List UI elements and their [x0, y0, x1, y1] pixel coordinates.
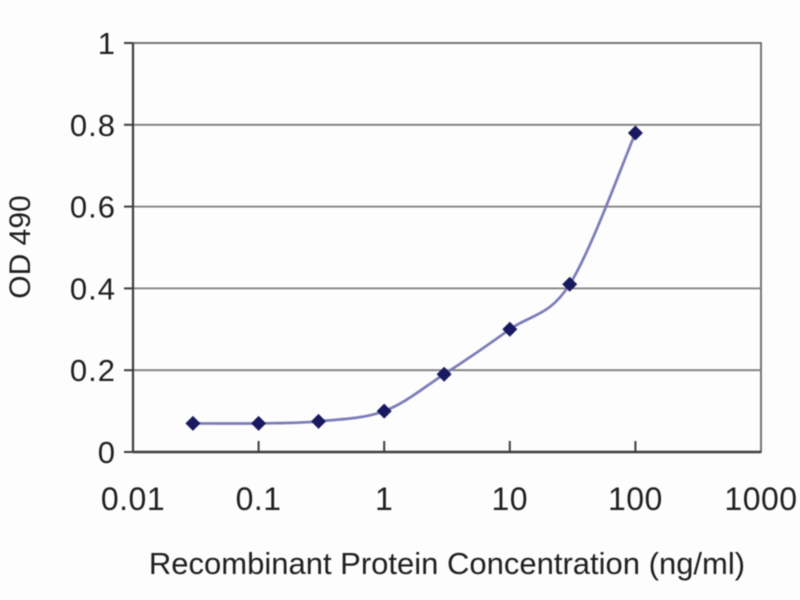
data-point-marker: [502, 321, 518, 337]
data-point-marker: [436, 366, 452, 382]
data-point-marker: [311, 413, 327, 429]
data-point-marker: [376, 403, 392, 419]
data-point-marker: [185, 415, 201, 431]
x-tick-label: 1: [375, 481, 393, 517]
data-point-marker: [562, 276, 578, 292]
x-tick-label: 0.01: [101, 481, 165, 517]
y-tick-label: 0.8: [70, 108, 116, 143]
y-tick-label: 1: [98, 26, 116, 61]
x-axis-title: Recombinant Protein Concentration (ng/ml…: [148, 546, 746, 581]
x-tick-label: 10: [492, 481, 529, 517]
data-point-marker: [251, 415, 267, 431]
data-point-marker: [627, 125, 643, 141]
y-tick-label: 0: [98, 435, 116, 470]
x-tick-label: 0.1: [236, 481, 282, 517]
y-tick-label: 0.2: [70, 353, 116, 388]
y-tick-label: 0.4: [70, 271, 116, 306]
plot-frame: [132, 42, 762, 453]
y-axis-title: OD 490: [4, 195, 37, 299]
x-tick-label: 100: [608, 481, 663, 517]
x-tick-label: 1000: [724, 481, 797, 517]
y-tick-label: 0.6: [70, 190, 116, 225]
